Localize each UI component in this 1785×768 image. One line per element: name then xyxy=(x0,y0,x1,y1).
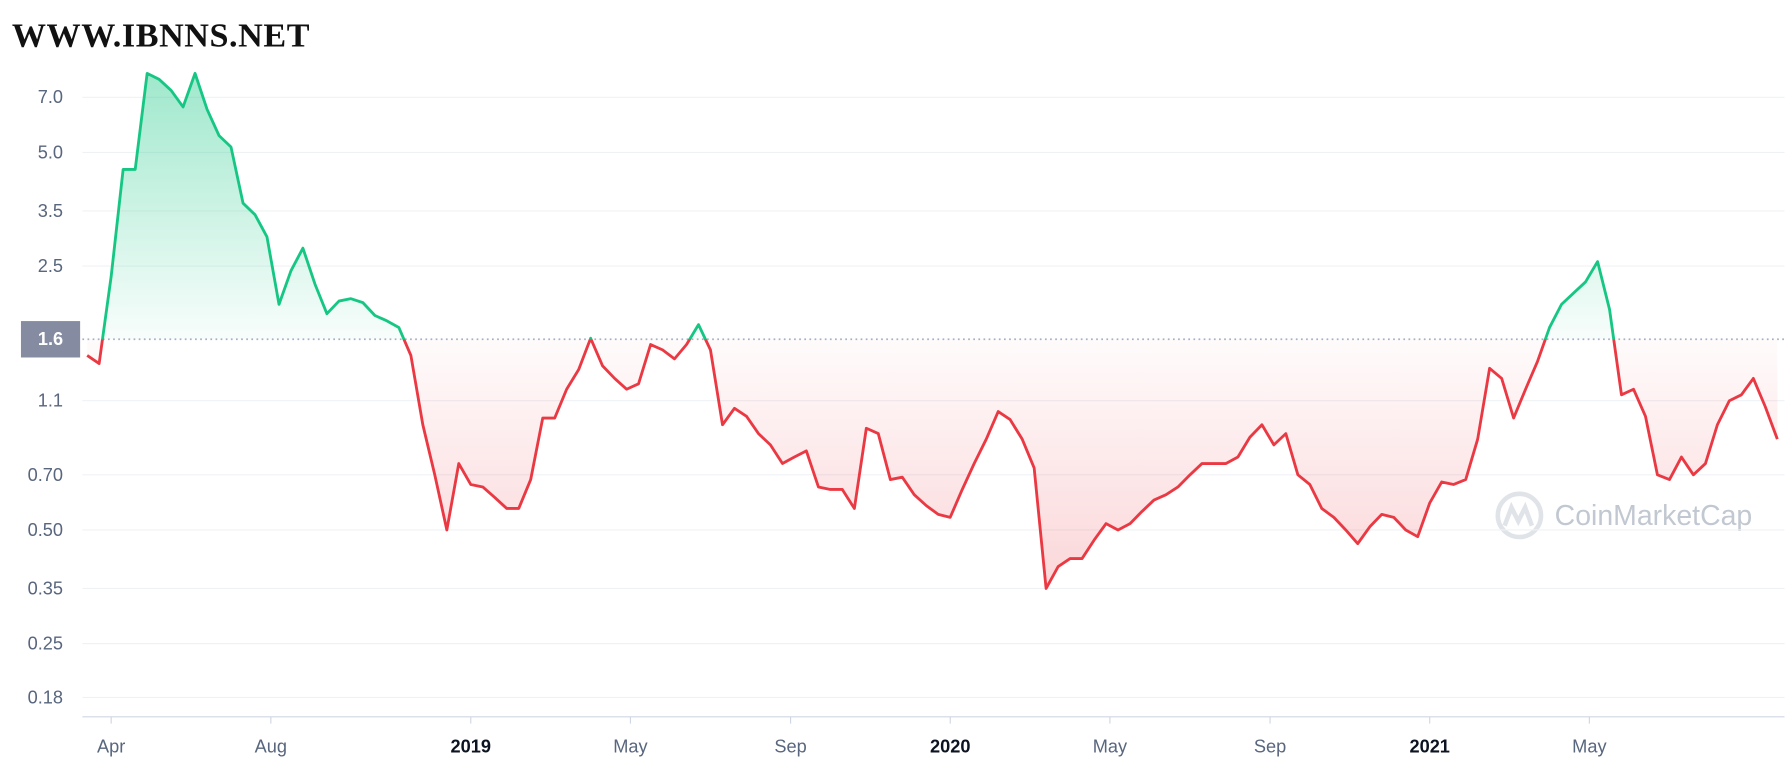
y-tick-label: 7.0 xyxy=(38,87,63,107)
y-tick-label: 1.1 xyxy=(38,391,63,411)
price-line xyxy=(86,71,1779,590)
baseline-label-box xyxy=(20,321,81,358)
x-tick-label: Sep xyxy=(774,736,806,756)
y-tick-label: 2.5 xyxy=(38,256,63,276)
y-tick-label: 3.5 xyxy=(38,201,63,221)
x-tick-label: Aug xyxy=(255,736,287,756)
watermark-site: WWW.IBNNS.NET xyxy=(12,18,310,55)
watermark-logo xyxy=(1495,491,1544,540)
y-tick-label: 0.18 xyxy=(28,687,63,707)
y-tick-label: 0.50 xyxy=(28,520,63,540)
y-tick-label: 1.6 xyxy=(38,329,63,349)
logo-circle xyxy=(1495,491,1544,540)
price-area xyxy=(87,73,1778,589)
watermark-text: CoinMarketCap xyxy=(1555,500,1753,532)
logo-mark xyxy=(1502,501,1535,527)
x-tick-label: Sep xyxy=(1254,736,1286,756)
x-tick-label: May xyxy=(613,736,648,756)
x-tick-label: May xyxy=(1093,736,1128,756)
y-tick-label: 0.70 xyxy=(28,465,63,485)
y-tick-label: 0.35 xyxy=(28,578,63,598)
y-tick-label: 0.25 xyxy=(28,634,63,654)
x-tick-label: 2019 xyxy=(451,736,491,756)
x-tick-label: May xyxy=(1572,736,1607,756)
x-tick-label: Apr xyxy=(97,736,125,756)
x-tick-label: 2020 xyxy=(930,736,970,756)
x-tick-label: 2021 xyxy=(1409,736,1449,756)
y-tick-label: 5.0 xyxy=(38,142,63,162)
